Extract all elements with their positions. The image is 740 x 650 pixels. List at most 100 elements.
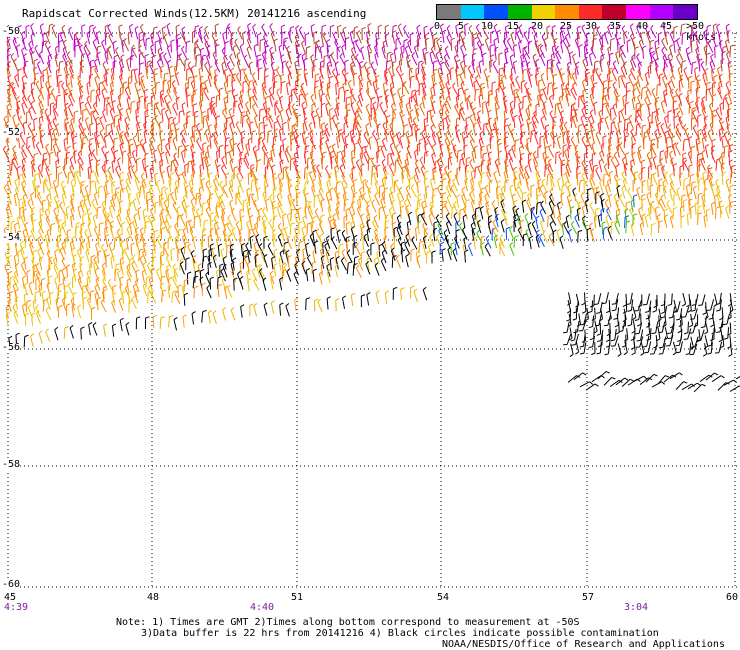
- wind-barb-tick: [422, 73, 427, 78]
- wind-barb: [539, 47, 546, 59]
- wind-barb-tick: [580, 192, 585, 196]
- wind-barb-tick: [96, 159, 101, 162]
- wind-barb-tick: [626, 81, 631, 85]
- wind-barb-tick: [356, 100, 360, 104]
- wind-barb-tick: [296, 170, 301, 174]
- wind-barb: [662, 69, 668, 80]
- wind-barb-tick: [21, 75, 26, 79]
- wind-barb: [21, 40, 27, 51]
- wind-barb-tick: [181, 137, 185, 142]
- wind-barb-tick: [269, 23, 273, 27]
- wind-barb-tick: [455, 124, 460, 128]
- wind-barb: [549, 196, 556, 207]
- wind-barb: [305, 47, 308, 59]
- wind-barb-tick: [649, 156, 654, 160]
- wind-barb: [442, 119, 445, 131]
- wind-barb-tick: [390, 52, 394, 56]
- wind-barb-tick: [115, 191, 120, 195]
- wind-barb: [409, 77, 412, 89]
- wind-barb-tick: [179, 110, 184, 113]
- wind-barb-tick: [492, 60, 497, 65]
- wind-barb-tick: [698, 177, 704, 180]
- wind-barb-tick: [150, 122, 155, 126]
- wind-barb: [586, 131, 589, 143]
- wind-barb-tick: [712, 32, 716, 36]
- wind-barb: [77, 83, 84, 94]
- wind-barb: [252, 97, 259, 108]
- wind-barb: [30, 161, 36, 173]
- wind-barb: [621, 187, 626, 199]
- wind-barb-tick: [695, 137, 700, 141]
- wind-barb: [43, 180, 49, 191]
- wind-barb-tick: [120, 86, 125, 89]
- wind-barb-tick: [703, 115, 708, 119]
- wind-barb-tick: [482, 52, 487, 56]
- wind-barb-tick: [381, 176, 386, 180]
- wind-barb-tick: [603, 163, 608, 167]
- wind-barb-tick: [291, 199, 296, 203]
- wind-barb: [677, 69, 683, 80]
- wind-barb: [630, 60, 635, 72]
- wind-barb: [39, 137, 44, 149]
- wind-barb-tick: [469, 114, 473, 118]
- wind-barb-tick: [94, 180, 99, 183]
- wind-barb: [495, 109, 499, 121]
- wind-barb-tick: [223, 54, 228, 58]
- wind-barb: [521, 62, 524, 74]
- wind-barb: [589, 112, 595, 123]
- wind-barb-tick: [119, 200, 124, 204]
- wind-barb: [534, 75, 538, 87]
- wind-barb-tick: [463, 53, 468, 57]
- wind-barb-tick: [652, 155, 657, 160]
- wind-barb-tick: [381, 190, 386, 195]
- wind-barb-tick: [172, 117, 177, 121]
- wind-barb: [119, 145, 123, 157]
- wind-barb-tick: [556, 61, 560, 65]
- wind-barb: [504, 147, 509, 159]
- wind-barb: [459, 75, 465, 86]
- wind-barb: [711, 35, 717, 47]
- wind-barb: [537, 96, 540, 108]
- wind-barb-tick: [148, 214, 152, 218]
- wind-barb-tick: [171, 80, 176, 84]
- wind-barb-tick: [43, 152, 48, 155]
- wind-barb: [78, 120, 85, 131]
- wind-barb-tick: [595, 131, 600, 135]
- wind-barb: [221, 50, 228, 61]
- wind-barb: [170, 41, 173, 53]
- wind-barb-tick: [343, 192, 347, 196]
- wind-barb-tick: [698, 157, 704, 161]
- wind-barb: [343, 91, 346, 103]
- wind-barb: [444, 204, 451, 215]
- wind-barb: [664, 132, 667, 144]
- wind-barb-tick: [273, 177, 277, 181]
- wind-barb: [565, 172, 570, 184]
- wind-barb-tick: [287, 50, 292, 55]
- wind-barb: [478, 194, 482, 206]
- wind-barb-tick: [173, 152, 177, 157]
- wind-barb: [56, 76, 59, 88]
- wind-barb-tick: [384, 71, 389, 75]
- wind-barb-tick: [119, 32, 124, 37]
- wind-barb-tick: [527, 192, 532, 196]
- wind-barb-tick: [215, 44, 220, 47]
- wind-barb-tick: [431, 143, 436, 148]
- wind-barb: [616, 187, 620, 199]
- wind-barb-tick: [416, 128, 421, 131]
- wind-barb-tick: [73, 170, 78, 174]
- wind-barb: [469, 180, 475, 192]
- wind-barb-tick: [570, 136, 575, 140]
- wind-barb-tick: [69, 122, 73, 127]
- wind-barb-tick: [442, 172, 447, 176]
- wind-barb: [606, 62, 611, 74]
- wind-barb: [537, 181, 541, 193]
- wind-barb: [571, 75, 578, 86]
- wind-barb-tick: [623, 61, 627, 65]
- wind-barb-tick: [271, 200, 276, 204]
- wind-barb: [709, 62, 715, 74]
- wind-barb: [303, 71, 308, 83]
- wind-barb-tick: [196, 208, 200, 212]
- wind-barb-tick: [617, 120, 622, 124]
- wind-barb: [598, 161, 603, 173]
- wind-barb-tick: [119, 142, 124, 146]
